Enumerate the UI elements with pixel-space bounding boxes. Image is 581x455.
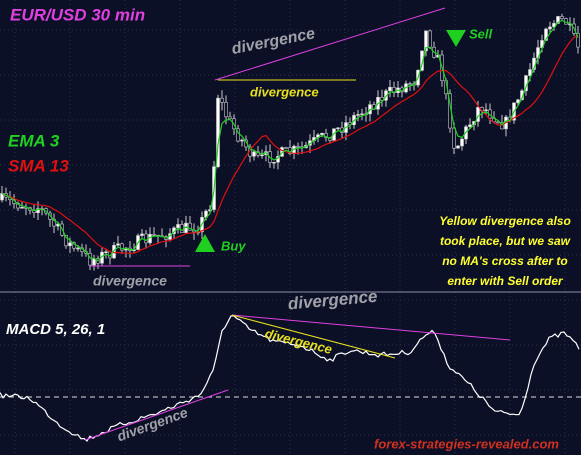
- candle-body: [548, 26, 552, 30]
- candle-body: [388, 87, 392, 92]
- legend-ema: EMA 3: [8, 131, 60, 150]
- candle-body: [88, 252, 92, 266]
- candle-body: [428, 30, 432, 48]
- candle-body: [560, 16, 564, 20]
- candle-body: [236, 128, 240, 142]
- candle-body: [64, 234, 68, 247]
- divergence-line: [214, 7, 446, 81]
- candle-body: [284, 147, 288, 149]
- divergence-label: divergence: [93, 273, 167, 289]
- candle-body: [120, 243, 124, 251]
- candle-body: [576, 33, 580, 48]
- candle-body: [528, 69, 532, 76]
- candle-body: [516, 99, 520, 104]
- sell-arrow: [446, 30, 466, 47]
- candle-body: [252, 151, 256, 157]
- buy-label: Buy: [221, 238, 246, 253]
- buy-arrow: [195, 234, 215, 252]
- candle-body: [116, 243, 120, 246]
- candle-body: [408, 83, 412, 86]
- note-line: enter with Sell order: [447, 274, 564, 288]
- candle-body: [320, 132, 324, 136]
- candle-body: [188, 222, 192, 231]
- candle-body: [152, 234, 156, 236]
- candle-body: [272, 161, 276, 164]
- candle-body: [36, 208, 40, 214]
- divergence-line: [231, 314, 511, 341]
- candle-body: [424, 30, 428, 52]
- site-label: forex-strategies-revealed.com: [374, 436, 559, 451]
- sell-label: Sell: [469, 26, 493, 41]
- candle-body: [484, 109, 488, 112]
- candle-body: [456, 145, 460, 149]
- title: EUR/USD 30 min: [10, 5, 145, 24]
- legend-sma: SMA 13: [8, 156, 69, 175]
- candle-body: [68, 242, 72, 247]
- candle-body: [500, 122, 504, 130]
- ema-line: [1, 19, 579, 262]
- note-line: no MA's cross after to: [442, 254, 568, 268]
- candle-body: [220, 97, 224, 103]
- note-line: Yellow divergence also: [439, 214, 571, 228]
- candle-body: [180, 224, 184, 233]
- candle-body: [240, 139, 244, 142]
- divergence-label: divergence: [250, 84, 319, 99]
- candle-body: [52, 219, 56, 227]
- candle-body: [476, 106, 480, 122]
- candle-body: [336, 127, 340, 130]
- candle-body: [452, 127, 456, 149]
- candle-body: [140, 233, 144, 236]
- candle-body: [556, 16, 560, 24]
- divergence-line: [84, 389, 229, 441]
- candle-body: [216, 97, 220, 168]
- candle-body: [224, 102, 228, 118]
- candle-body: [460, 138, 464, 147]
- sma-line: [1, 34, 579, 254]
- candle-body: [76, 247, 80, 250]
- candle-body: [176, 224, 180, 229]
- candle-body: [144, 233, 148, 244]
- candle-body: [296, 145, 300, 148]
- divergence-line: [231, 314, 396, 359]
- note-line: took place, but we saw: [440, 234, 571, 248]
- candle-body: [468, 124, 472, 128]
- candle-body: [356, 114, 360, 116]
- candle-body: [324, 132, 328, 139]
- candle-body: [20, 207, 24, 209]
- macd-title: MACD 5, 26, 1: [6, 321, 105, 338]
- candle-body: [104, 251, 108, 254]
- candle-body: [228, 116, 232, 120]
- candle-body: [360, 113, 364, 116]
- candle-body: [260, 154, 264, 157]
